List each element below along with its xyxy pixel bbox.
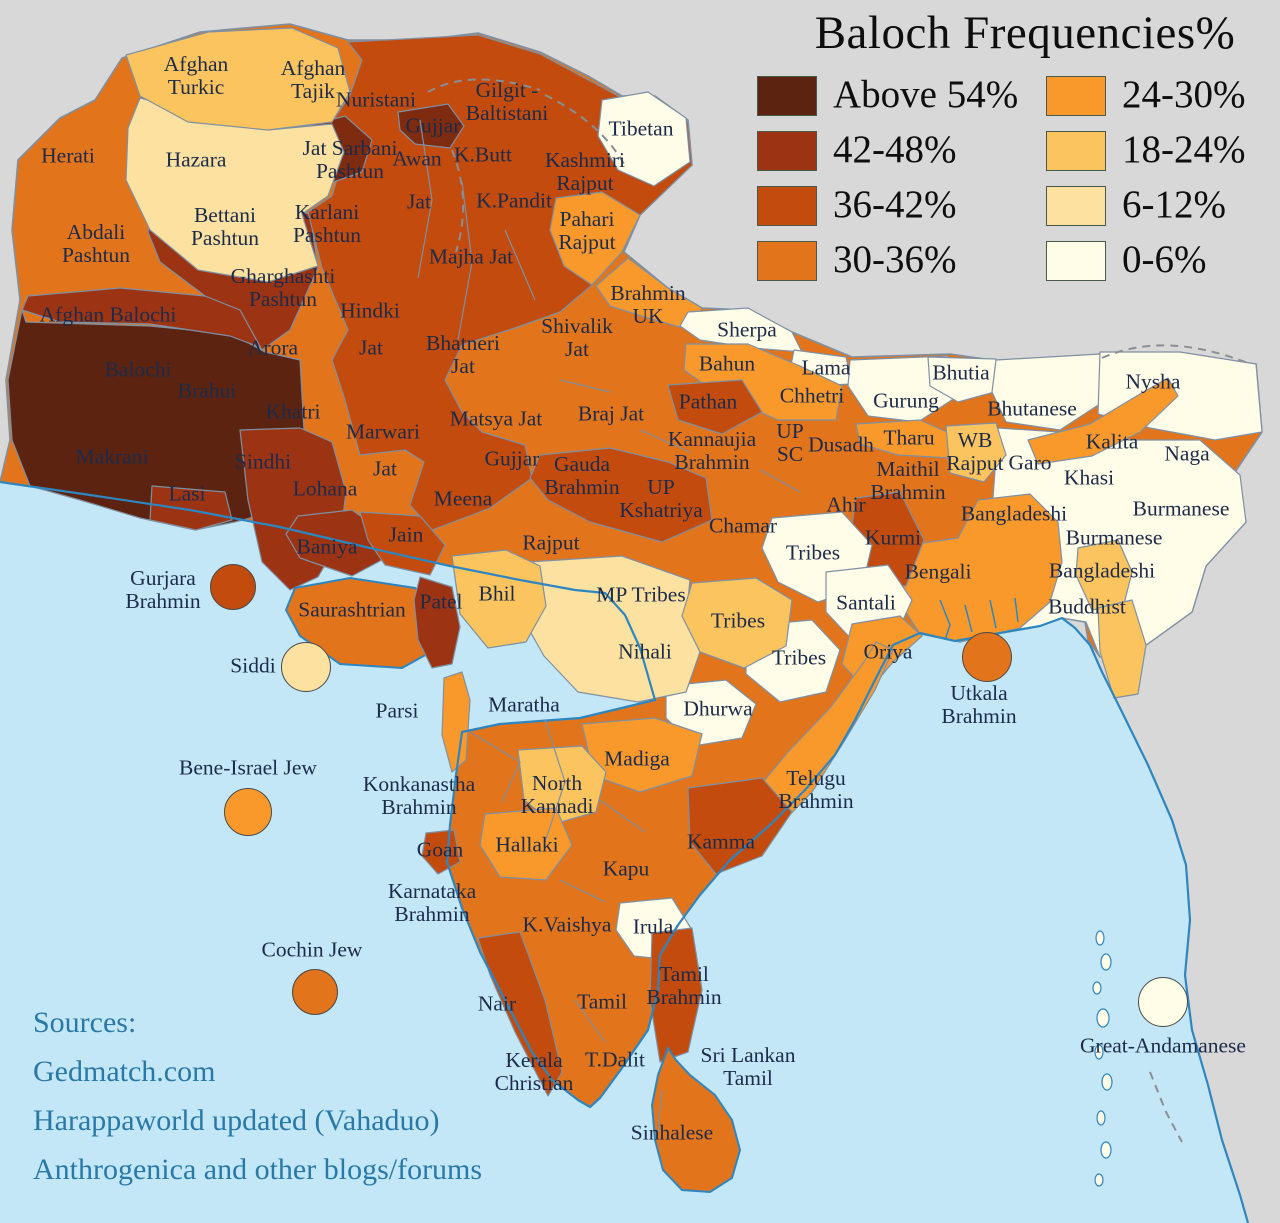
- region-bhil: [451, 549, 547, 649]
- delta-river: [964, 604, 973, 633]
- legend-label: 42-48%: [833, 128, 957, 171]
- internal-border: [599, 799, 646, 833]
- andaman-island: [1094, 1173, 1104, 1187]
- region-northwest-36-42: [307, 34, 693, 531]
- region-north-kannadi: [517, 745, 607, 825]
- sources-block: Sources: Gedmatch.com Harappaworld update…: [33, 998, 482, 1194]
- andaman-island: [1094, 1044, 1104, 1060]
- internal-border: [639, 429, 691, 453]
- andaman-island: [1096, 1110, 1106, 1126]
- map-title: Baloch Frequencies%: [814, 7, 1236, 59]
- region-kalita: [1027, 377, 1179, 465]
- coastline: [0, 480, 1250, 1223]
- legend-swatch: [1046, 131, 1106, 171]
- region-parsi: [441, 671, 471, 773]
- legend-label: 24-30%: [1122, 73, 1246, 116]
- region-sri-lanka: [650, 1045, 742, 1194]
- internal-border: [457, 181, 473, 341]
- internal-border: [559, 379, 611, 393]
- disputed-border-gilgit: [427, 78, 541, 93]
- andaman-island: [1092, 981, 1102, 995]
- marker-cochin-jew: [292, 969, 338, 1015]
- internal-border: [417, 119, 433, 279]
- region-afghan-turkic: [125, 27, 351, 131]
- legend-label: 0-6%: [1122, 238, 1207, 281]
- legend-swatch: [757, 131, 817, 171]
- marker-bene-israel-jew: [224, 788, 272, 836]
- legend-swatch: [1046, 186, 1106, 226]
- marker-gurjara-brahmin: [210, 564, 256, 610]
- region-tamil-brahmin: [649, 927, 703, 1063]
- delta-river: [989, 599, 997, 629]
- andaman-island: [1095, 930, 1105, 946]
- legend-label: 36-42%: [833, 183, 957, 226]
- internal-border: [469, 731, 521, 803]
- region-gauda-up-kshatriya: [529, 447, 713, 543]
- maritime-boundary-nicobar: [1149, 1071, 1183, 1143]
- legend-swatch: [757, 241, 817, 281]
- sources-lines: Gedmatch.com Harappaworld updated (Vahadu…: [33, 1047, 482, 1194]
- sources-heading: Sources:: [33, 1006, 137, 1039]
- region-wb-rajput: [945, 422, 1007, 483]
- legend-label: 6-12%: [1122, 183, 1226, 226]
- internal-border: [657, 1089, 663, 1133]
- andaman-island: [1100, 1141, 1112, 1159]
- source-line: Harappaworld updated (Vahaduo): [33, 1104, 440, 1137]
- region-hallaki: [479, 807, 573, 881]
- legend-label: 30-36%: [833, 238, 957, 281]
- andaman-island: [1100, 953, 1112, 971]
- andaman-island: [1096, 1008, 1110, 1028]
- delta-river: [1014, 597, 1019, 623]
- region-afghan-balochi: [21, 287, 263, 349]
- delta-river: [939, 599, 951, 641]
- region-lasi: [149, 485, 233, 531]
- region-goan: [421, 829, 461, 875]
- region-chittagong-bangladeshi: [1075, 539, 1133, 611]
- legend-swatch: [1046, 76, 1106, 116]
- source-line: Gedmatch.com: [33, 1055, 216, 1088]
- region-tribes-orange: [681, 577, 793, 669]
- legend-swatch: [757, 186, 817, 226]
- source-line: Anthrogenica and other blogs/forums: [33, 1153, 483, 1186]
- internal-border: [559, 879, 606, 903]
- internal-border: [504, 229, 536, 301]
- region-pathan: [667, 379, 763, 435]
- region-pahari-rajput: [549, 191, 641, 286]
- region-tibetan: [597, 91, 691, 187]
- region-nair-kerala: [477, 931, 563, 1097]
- region-kamma: [687, 777, 793, 875]
- region-gujjar-north: [397, 103, 465, 149]
- disputed-border-kashmir: [544, 94, 625, 165]
- marker-utkala-brahmin: [962, 632, 1012, 682]
- region-buddhist: [1097, 599, 1147, 699]
- legend-swatch: [757, 76, 817, 116]
- internal-border: [759, 469, 801, 493]
- marker-great-andamanese: [1138, 977, 1188, 1027]
- internal-border: [574, 999, 606, 1043]
- region-sherpa: [679, 307, 803, 353]
- legend-swatch: [1046, 241, 1106, 281]
- region-balochistan: [7, 309, 305, 531]
- legend-label: Above 54%: [833, 73, 1019, 116]
- andaman-island: [1101, 1073, 1113, 1091]
- region-patel: [413, 576, 461, 669]
- internal-border: [544, 719, 566, 843]
- legend-label: 18-24%: [1122, 128, 1246, 171]
- marker-siddi: [281, 642, 331, 692]
- disputed-border-nysha: [1101, 344, 1251, 365]
